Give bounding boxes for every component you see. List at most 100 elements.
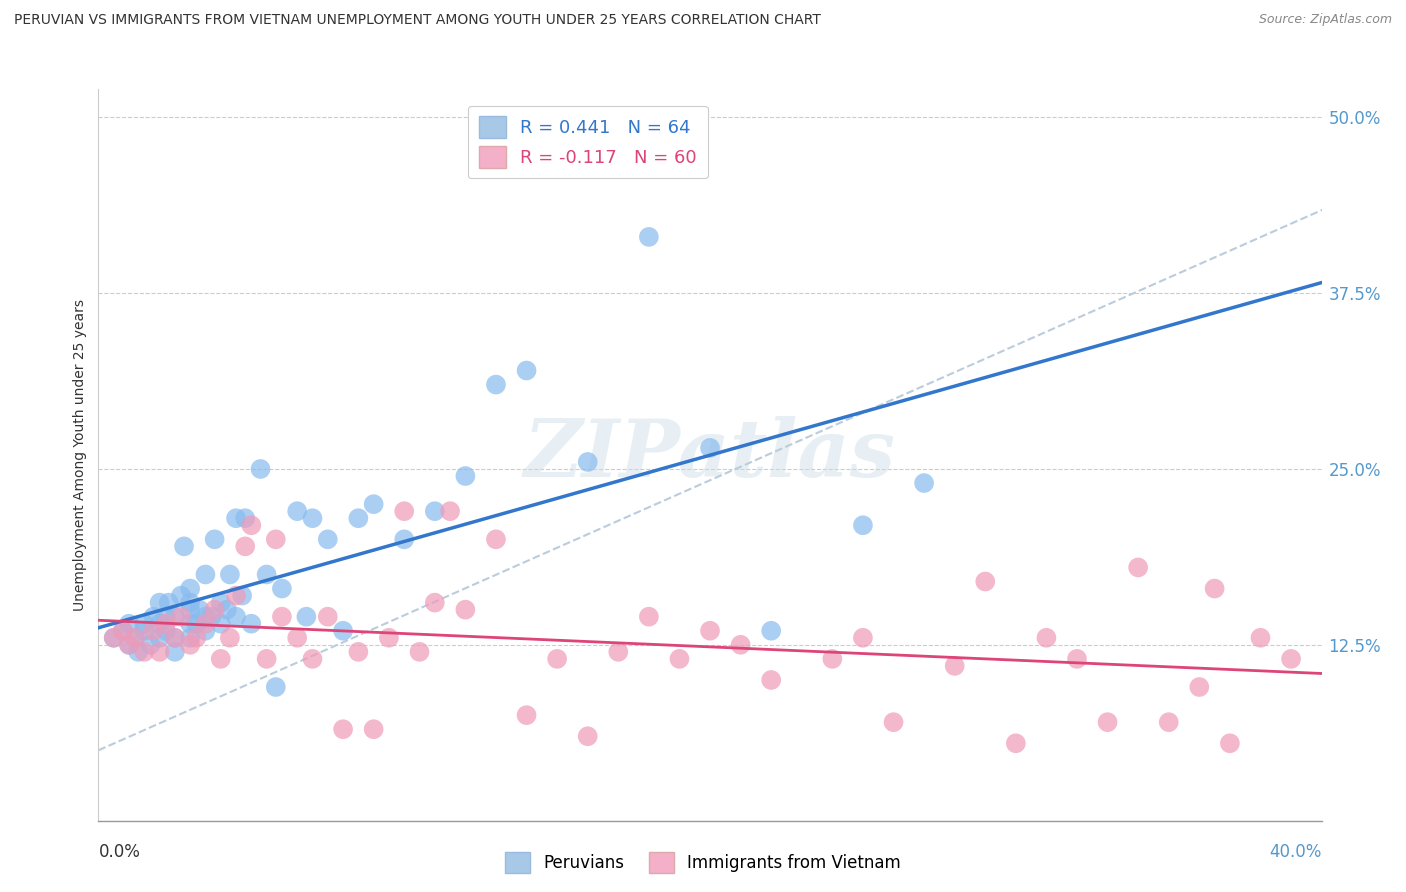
Point [194,567,217,582]
Point [118,638,141,652]
Point [1188,680,1211,694]
Point [179,582,201,596]
Point [155,616,177,631]
Point [134,616,156,631]
Point [285,504,308,518]
Point [127,645,149,659]
Text: PERUVIAN VS IMMIGRANTS FROM VIETNAM UNEMPLOYMENT AMONG YOUTH UNDER 25 YEARS CORR: PERUVIAN VS IMMIGRANTS FROM VIETNAM UNEM… [14,13,821,28]
Legend: Peruvians, Immigrants from Vietnam: Peruvians, Immigrants from Vietnam [498,846,908,880]
Point [179,616,201,631]
Point [1035,631,1057,645]
Point [179,596,201,610]
Point [392,533,416,547]
Point [124,631,146,645]
Point [215,602,238,616]
Point [516,708,538,723]
Point [576,729,599,743]
Point [730,638,752,652]
Point [142,609,165,624]
Point [423,504,446,518]
Legend: R = 0.441   N = 64, R = -0.117   N = 60: R = 0.441 N = 64, R = -0.117 N = 60 [468,105,707,178]
Point [439,504,461,518]
Point [637,230,661,244]
Point [103,631,125,645]
Point [149,596,172,610]
Point [139,638,162,652]
Point [454,602,477,616]
Point [209,616,232,631]
Point [408,645,430,659]
Point [607,645,630,659]
Point [142,624,165,638]
Point [301,652,323,666]
Point [240,518,263,533]
Point [149,616,172,631]
Text: Source: ZipAtlas.com: Source: ZipAtlas.com [1258,13,1392,27]
Point [155,609,177,624]
Point [1157,715,1180,730]
Point [186,616,208,631]
Point [200,609,222,624]
Point [883,715,905,730]
Point [170,589,193,603]
Point [392,504,416,518]
Point [163,631,186,645]
Point [231,589,253,603]
Point [209,652,232,666]
Point [943,659,966,673]
Point [188,602,211,616]
Point [332,723,354,737]
Point [1219,736,1241,750]
Point [699,441,721,455]
Point [225,511,247,525]
Point [186,631,208,645]
Point [485,377,508,392]
Point [240,616,263,631]
Point [378,631,401,645]
Point [194,609,217,624]
Point [124,631,146,645]
Point [209,596,232,610]
Point [233,539,256,553]
Point [454,469,477,483]
Point [974,574,997,589]
Point [264,680,287,694]
Text: 0.0%: 0.0% [98,843,141,861]
Point [111,624,134,638]
Point [332,624,354,638]
Point [347,645,370,659]
Point [256,567,278,582]
Point [576,455,599,469]
Point [256,652,278,666]
Point [423,596,446,610]
Point [1204,582,1226,596]
Point [179,638,201,652]
Point [170,609,193,624]
Point [249,462,271,476]
Point [363,723,385,737]
Point [134,624,156,638]
Point [316,609,339,624]
Point [668,652,690,666]
Point [103,631,125,645]
Point [149,645,172,659]
Point [1249,631,1271,645]
Point [194,616,217,631]
Point [759,624,782,638]
Point [163,645,186,659]
Point [1066,652,1088,666]
Y-axis label: Unemployment Among Youth under 25 years: Unemployment Among Youth under 25 years [73,299,87,611]
Point [149,631,172,645]
Point [852,631,875,645]
Point [118,638,141,652]
Point [264,533,287,547]
Point [301,511,323,525]
Point [204,533,226,547]
Point [485,533,508,547]
Point [111,624,134,638]
Point [134,645,156,659]
Point [163,631,186,645]
Point [194,624,217,638]
Text: 40.0%: 40.0% [1270,843,1322,861]
Point [316,533,339,547]
